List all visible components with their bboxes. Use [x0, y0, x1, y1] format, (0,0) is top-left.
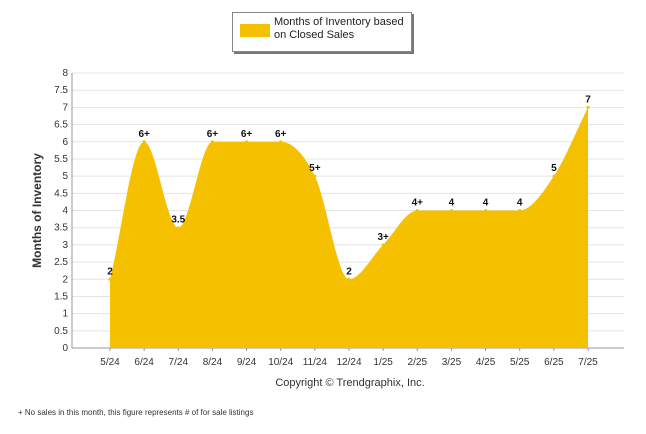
y-tick-label: 1	[62, 309, 68, 320]
y-tick-label: 3	[62, 240, 68, 251]
x-tick-label: 8/24	[203, 357, 223, 368]
x-tick-label: 2/25	[408, 357, 428, 368]
data-point	[518, 209, 522, 212]
data-point	[484, 209, 488, 212]
data-label: 4	[483, 198, 489, 209]
copyright-text: Copyright © Trendgraphix, Inc.	[275, 377, 425, 389]
x-tick-label: 10/24	[268, 357, 293, 368]
x-tick-label: 9/24	[237, 357, 257, 368]
data-label: 4	[449, 198, 455, 209]
y-tick-label: 0	[62, 343, 68, 354]
data-point	[381, 243, 385, 247]
y-tick-label: 7	[62, 102, 68, 113]
y-tick-label: 6	[62, 137, 68, 148]
y-tick-label: 7.5	[54, 85, 68, 96]
data-label: 5	[551, 163, 557, 174]
data-point	[449, 209, 453, 212]
data-point	[415, 209, 419, 212]
x-tick-label: 7/24	[169, 357, 189, 368]
x-tick-label: 4/25	[476, 357, 496, 368]
data-point	[552, 174, 556, 178]
data-label: 3.5	[171, 215, 185, 226]
data-label: 6+	[275, 129, 287, 140]
data-label: 2	[346, 266, 352, 277]
data-label: 7	[585, 94, 591, 105]
data-label: 2	[107, 266, 113, 277]
y-tick-label: 5	[62, 171, 68, 182]
y-tick-label: 0.5	[54, 326, 68, 337]
x-tick-label: 7/25	[578, 357, 598, 368]
data-label: 6+	[207, 129, 219, 140]
y-tick-label: 2.5	[54, 257, 68, 268]
y-tick-label: 6.5	[54, 120, 68, 131]
y-tick-label: 2	[62, 274, 68, 285]
x-tick-label: 6/25	[544, 357, 564, 368]
data-point	[210, 140, 214, 144]
legend-label: Months of Inventory based on Closed Sale…	[274, 16, 404, 41]
y-tick-label: 5.5	[54, 154, 68, 165]
series-area	[110, 107, 588, 348]
data-point	[142, 140, 146, 144]
y-tick-label: 4.5	[54, 188, 68, 199]
y-tick-label: 1.5	[54, 291, 68, 302]
data-label: 4+	[412, 198, 424, 209]
data-point	[108, 277, 112, 281]
data-point	[313, 174, 317, 178]
data-point	[176, 226, 180, 230]
data-label: 5+	[309, 163, 321, 174]
x-tick-label: 5/24	[100, 357, 120, 368]
footnote-text: + No sales in this month, this figure re…	[18, 408, 254, 417]
y-tick-label: 8	[62, 68, 68, 79]
x-tick-label: 6/24	[134, 357, 154, 368]
y-tick-label: 3.5	[54, 223, 68, 234]
data-label: 6+	[241, 129, 253, 140]
y-tick-label: 4	[62, 206, 68, 217]
chart-legend: Months of Inventory based on Closed Sale…	[232, 12, 412, 52]
x-tick-label: 11/24	[303, 357, 328, 368]
data-label: 4	[517, 198, 523, 209]
y-axis-title: Months of Inventory	[30, 153, 44, 268]
data-point	[279, 140, 283, 144]
x-tick-label: 3/25	[442, 357, 462, 368]
legend-swatch	[240, 24, 270, 37]
data-point	[245, 140, 249, 144]
data-point	[347, 277, 351, 281]
x-tick-label: 1/25	[373, 357, 393, 368]
data-point	[586, 105, 590, 109]
x-tick-label: 5/25	[510, 357, 530, 368]
data-label: 3+	[377, 232, 389, 243]
x-tick-label: 12/24	[336, 357, 361, 368]
data-label: 6+	[138, 129, 150, 140]
